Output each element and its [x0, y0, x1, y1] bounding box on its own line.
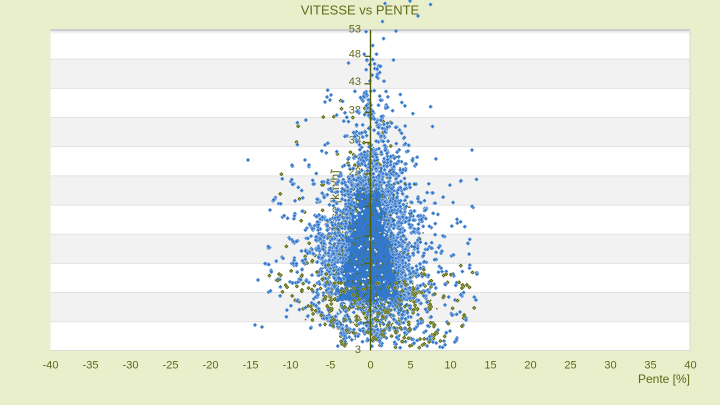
- svg-text:30: 30: [604, 360, 616, 372]
- svg-text:35: 35: [644, 360, 656, 372]
- svg-text:-40: -40: [43, 360, 59, 372]
- svg-text:Pente [%]: Pente [%]: [638, 372, 690, 386]
- svg-text:40: 40: [684, 360, 696, 372]
- svg-text:-25: -25: [163, 360, 179, 372]
- svg-text:-20: -20: [203, 360, 219, 372]
- svg-text:VITESSE vs PENTE: VITESSE vs PENTE: [301, 3, 420, 18]
- svg-text:25: 25: [564, 360, 576, 372]
- svg-text:3: 3: [355, 344, 361, 356]
- svg-text:5: 5: [407, 360, 413, 372]
- svg-text:-5: -5: [326, 360, 336, 372]
- svg-text:0: 0: [367, 360, 373, 372]
- svg-text:20: 20: [524, 360, 536, 372]
- svg-text:-30: -30: [123, 360, 139, 372]
- svg-text:10: 10: [444, 360, 456, 372]
- svg-text:48: 48: [349, 48, 361, 60]
- svg-text:15: 15: [484, 360, 496, 372]
- svg-text:-15: -15: [243, 360, 259, 372]
- svg-text:-10: -10: [283, 360, 299, 372]
- svg-text:-35: -35: [83, 360, 99, 372]
- svg-text:53: 53: [349, 24, 361, 36]
- svg-text:43: 43: [349, 76, 361, 88]
